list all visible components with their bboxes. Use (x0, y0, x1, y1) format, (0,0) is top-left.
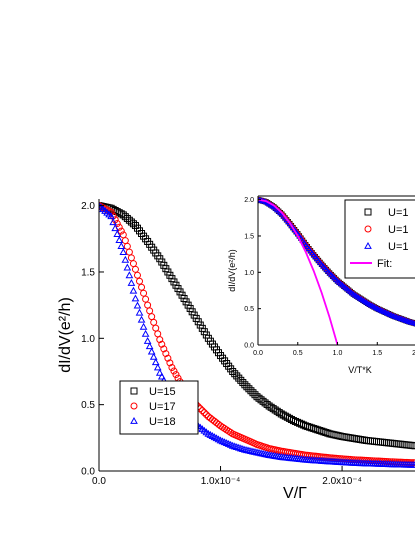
data-point (124, 215, 130, 221)
data-point (141, 290, 147, 296)
data-point (147, 308, 153, 314)
legend-label: U=15 (149, 386, 176, 398)
inset-legend-label: U=1 (388, 224, 409, 236)
data-point (242, 382, 248, 388)
data-point (126, 217, 132, 223)
data-point (124, 243, 130, 249)
data-point (141, 324, 147, 329)
data-point (143, 296, 149, 302)
data-point (250, 390, 256, 396)
data-point (236, 375, 242, 381)
data-point (120, 249, 126, 254)
x-tick-label: 1.0 (333, 350, 343, 357)
data-point (153, 325, 159, 331)
data-point (128, 219, 134, 225)
data-point (126, 272, 132, 277)
x-tick-label: 1.5 (372, 350, 382, 357)
y-tick-label: 2.0 (244, 197, 254, 204)
data-point (246, 386, 252, 392)
inset-x-axis-label: V/T*K (348, 365, 372, 375)
x-tick-label: 1.0x10⁻⁴ (201, 476, 241, 487)
data-point (116, 237, 122, 242)
inset-legend-label: Fit: (377, 258, 392, 270)
data-point (134, 272, 140, 278)
data-point (173, 372, 179, 378)
data-point (252, 392, 258, 398)
y-tick-label: 0.0 (244, 342, 254, 349)
inset-legend-label: U=1 (388, 241, 409, 253)
x-axis-label: V/Γ (283, 485, 307, 502)
y-tick-label: 1.0 (81, 334, 95, 345)
data-point (238, 377, 244, 383)
data-point (132, 266, 138, 272)
data-point (248, 388, 254, 394)
data-point (134, 303, 140, 308)
data-point (244, 384, 250, 390)
data-point (118, 243, 124, 248)
data-point (139, 317, 145, 322)
y-tick-label: 1.5 (244, 233, 254, 240)
y-axis-label: dI/dV(e²/h) (57, 297, 74, 373)
data-point (234, 373, 240, 379)
x-tick-label: 2.0x10⁻⁴ (322, 476, 362, 487)
data-point (124, 265, 130, 270)
data-point (128, 280, 134, 285)
legend-label: U=18 (149, 416, 176, 428)
data-point (175, 375, 181, 381)
data-point (130, 221, 136, 227)
data-point (145, 302, 151, 308)
inset-legend: U=1 U=1 U=1 Fit: (345, 200, 415, 278)
y-tick-label: 1.5 (81, 267, 95, 278)
data-point (171, 368, 177, 374)
data-point (130, 288, 136, 293)
data-point (112, 225, 118, 230)
data-point (149, 314, 155, 320)
data-point (130, 261, 136, 267)
main-legend: U=15 U=17 U=18 (120, 381, 198, 434)
inset-y-axis-label: dI/dV(e²/h) (227, 249, 237, 292)
y-tick-label: 0.5 (81, 400, 95, 411)
legend-label: U=17 (149, 401, 176, 413)
y-tick-label: 0.5 (244, 306, 254, 313)
x-tick-label: 0.5 (293, 350, 303, 357)
x-tick-label: 0.0 (92, 476, 106, 487)
data-point (137, 278, 143, 284)
data-point (128, 255, 134, 261)
data-point (240, 380, 246, 386)
data-point (139, 284, 145, 290)
inset-legend-label: U=1 (388, 207, 409, 219)
y-tick-label: 1.0 (244, 270, 254, 277)
data-point (122, 257, 128, 262)
data-point (126, 249, 132, 255)
data-point (137, 310, 143, 315)
y-tick-label: 2.0 (81, 201, 95, 212)
data-point (143, 331, 149, 336)
data-point (155, 331, 161, 337)
y-tick-label: 0.0 (81, 467, 95, 478)
data-point (151, 319, 157, 325)
inset-plot: 0.00.51.01.52.00.00.51.01.52.0V/T*KdI/dV… (227, 196, 415, 375)
data-point (122, 238, 128, 244)
x-tick-label: 0.0 (253, 350, 263, 357)
data-point (132, 296, 138, 301)
